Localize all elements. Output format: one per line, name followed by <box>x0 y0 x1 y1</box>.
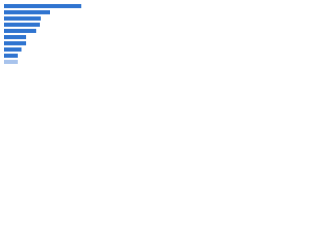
bar <box>4 59 18 64</box>
bar <box>4 35 27 40</box>
bar <box>4 47 22 52</box>
bar <box>4 41 27 46</box>
chart <box>4 4 82 64</box>
bar <box>4 53 18 58</box>
bar <box>4 10 50 15</box>
page: (() => { const data = JSON.parse(documen… <box>0 0 320 71</box>
bar <box>4 22 40 27</box>
bar <box>4 4 82 9</box>
bar <box>4 16 41 21</box>
bar <box>4 28 37 33</box>
